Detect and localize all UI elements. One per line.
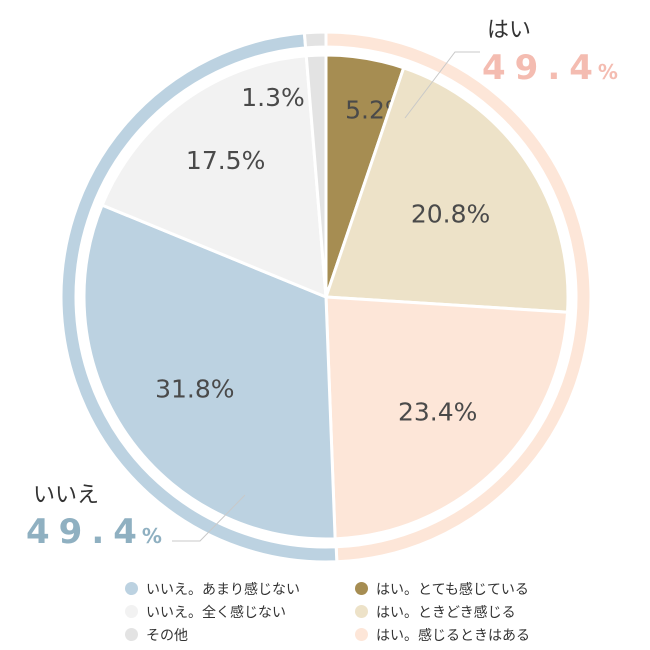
- legend-swatch: [125, 628, 138, 641]
- legend-swatch: [125, 605, 138, 618]
- legend-item: はい。とても感じている: [355, 578, 585, 599]
- outer-ring-segment: [302, 30, 328, 50]
- yes-group-name: はい: [487, 18, 532, 43]
- pie-slice: [82, 203, 337, 541]
- legend-label: はい。ときどき感じる: [376, 604, 516, 621]
- pie-slice: [304, 53, 328, 298]
- slice-label: 31.8%: [155, 375, 234, 404]
- legend-swatch: [355, 582, 368, 595]
- yes-group-value: 49.4%: [482, 48, 618, 88]
- legend-swatch: [355, 628, 368, 641]
- slice-label: 17.5%: [186, 146, 265, 175]
- no-group-percentage: 49.4: [26, 512, 146, 552]
- legend-label: いいえ。全く感じない: [146, 604, 286, 621]
- legend-label: その他: [146, 627, 188, 644]
- no-group-name: いいえ: [33, 483, 100, 508]
- slice-label: 1.3%: [241, 83, 305, 112]
- legend-swatch: [125, 582, 138, 595]
- pie-slice: [323, 65, 570, 314]
- legend-label: いいえ。あまり感じない: [146, 581, 300, 598]
- pie-slice: [324, 295, 570, 541]
- legend-item: いいえ。全く感じない: [125, 601, 355, 622]
- no-leader-line: [172, 494, 246, 542]
- slice-label: 23.4%: [398, 398, 477, 427]
- pie-slice: [100, 54, 328, 300]
- chart-legend: いいえ。あまり感じない はい。とても感じている いいえ。全く感じない はい。とき…: [125, 578, 585, 645]
- no-group-unit: %: [141, 524, 162, 548]
- yes-leader-line: [404, 51, 480, 119]
- yes-group-unit: %: [597, 60, 618, 84]
- legend-item: その他: [125, 624, 355, 645]
- slice-label: 20.8%: [411, 199, 490, 228]
- legend-label: はい。とても感じている: [376, 581, 529, 598]
- yes-group-percentage: 49.4: [482, 48, 602, 88]
- legend-swatch: [355, 605, 368, 618]
- no-group-value: 49.4%: [26, 512, 162, 552]
- legend-item: いいえ。あまり感じない: [125, 578, 355, 599]
- legend-label: はい。感じるときはある: [376, 627, 530, 644]
- legend-item: はい。感じるときはある: [355, 624, 585, 645]
- legend-item: はい。ときどき感じる: [355, 601, 585, 622]
